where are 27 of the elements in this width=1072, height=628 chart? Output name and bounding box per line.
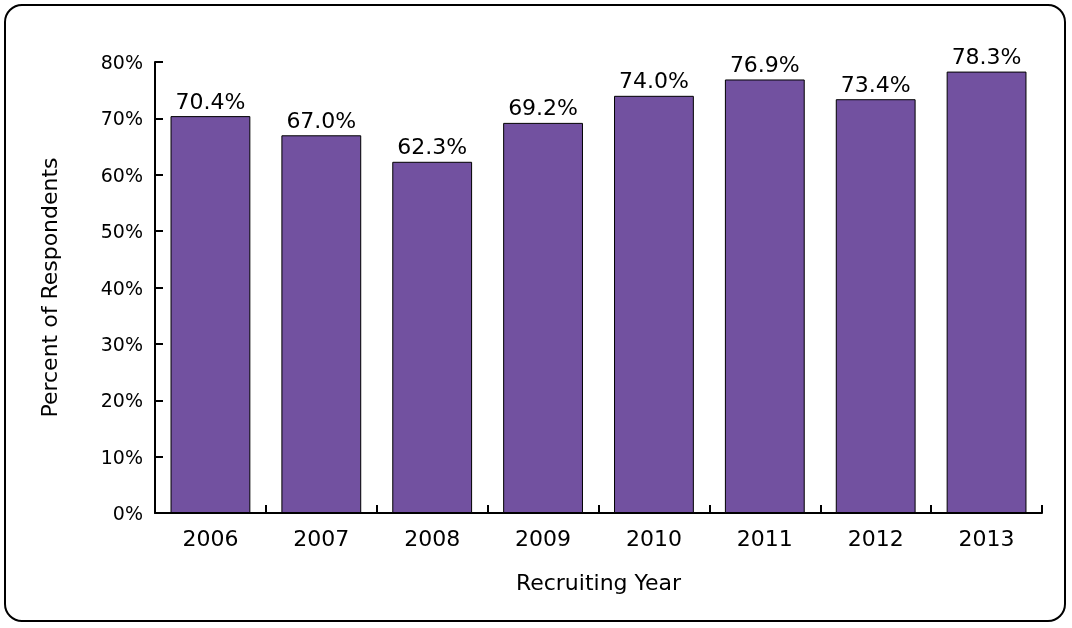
- y-tick-label: 80%: [100, 51, 143, 73]
- y-tick-label: 40%: [100, 276, 143, 299]
- x-tick-label: 2013: [958, 525, 1015, 551]
- x-tick-label: 2010: [625, 525, 682, 551]
- x-tick-label: 2007: [293, 525, 350, 551]
- data-label: 70.4%: [175, 88, 246, 114]
- x-tick-label: 2009: [515, 525, 572, 551]
- data-label: 76.9%: [729, 51, 800, 77]
- x-tick-label: 2012: [847, 525, 904, 551]
- y-tick-label: 10%: [100, 445, 143, 468]
- data-label: 69.2%: [508, 95, 579, 121]
- data-label: 74.0%: [618, 68, 689, 94]
- y-tick-label: 60%: [100, 163, 143, 186]
- y-tick-label: 70%: [100, 107, 143, 130]
- x-tick-label: 2008: [404, 525, 461, 551]
- data-label: 67.0%: [286, 107, 357, 133]
- y-axis-title: Percent of Respondents: [36, 157, 62, 418]
- data-label: 73.4%: [840, 71, 911, 97]
- data-label: 78.3%: [951, 44, 1022, 70]
- x-tick-label: 2011: [736, 525, 793, 551]
- data-label: 62.3%: [397, 134, 468, 160]
- y-tick-label: 50%: [100, 220, 143, 243]
- y-tick-label: 20%: [100, 389, 143, 412]
- y-tick-label: 30%: [100, 332, 143, 355]
- x-tick-label: 2006: [182, 525, 239, 551]
- y-tick-label: 0%: [112, 502, 143, 524]
- x-axis-title: Recruiting Year: [515, 569, 683, 595]
